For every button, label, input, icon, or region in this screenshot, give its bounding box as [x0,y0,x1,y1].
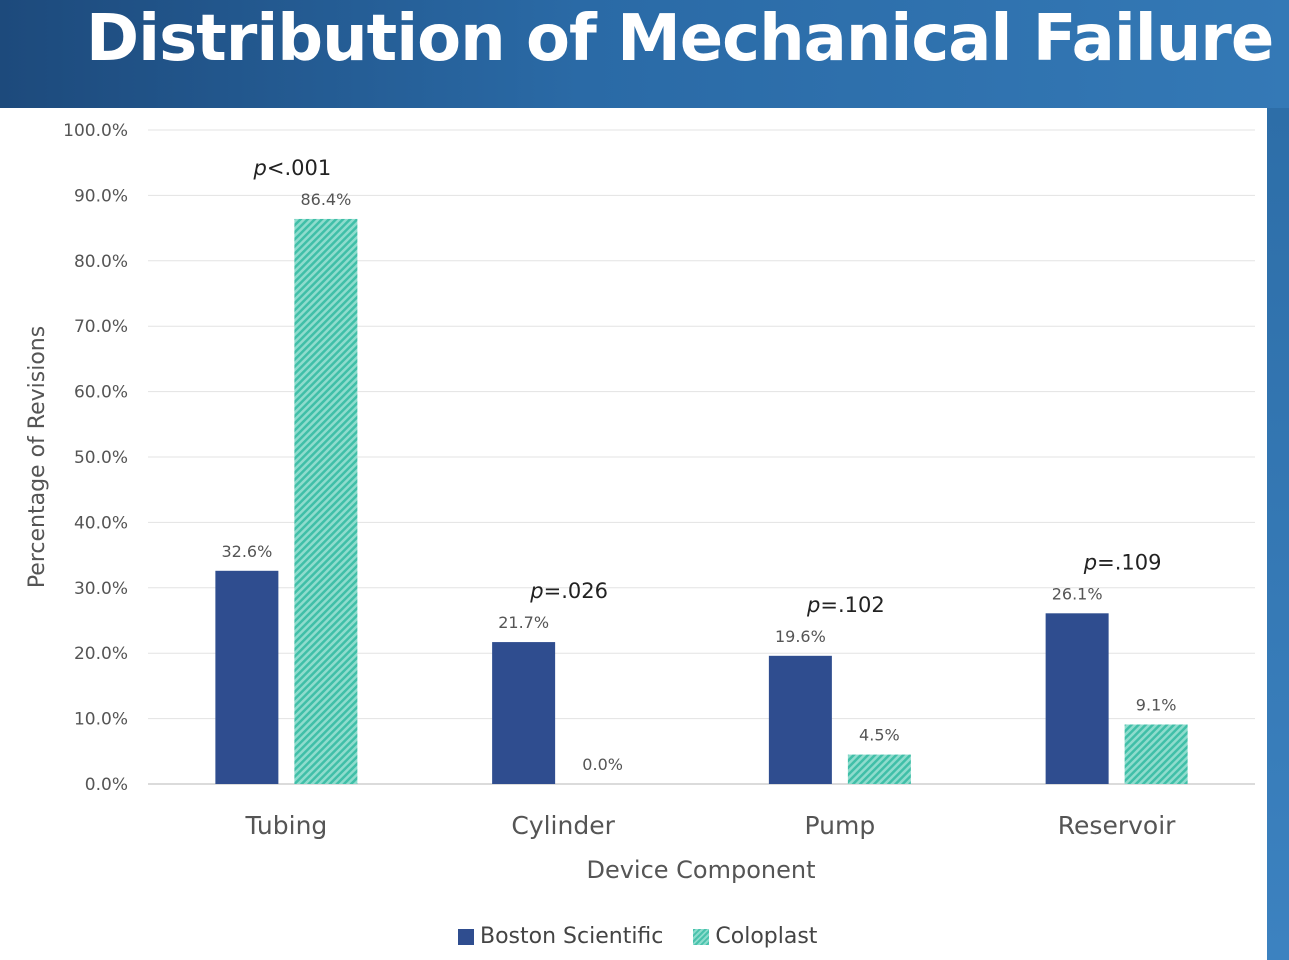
y-tick-label: 60.0% [74,383,128,403]
data-label: 26.1% [1052,584,1103,603]
bar [847,754,911,784]
p-value-annotation: p=.026 [529,579,608,603]
p-value: <.001 [267,156,331,180]
chart-title: Distribution of Mechanical Failure [86,2,1274,76]
p-symbol: p [1083,550,1097,574]
legend-item-coloplast: Coloplast [693,924,817,949]
p-symbol: p [806,593,820,617]
legend-item-boston-scientific: Boston Scientific [458,924,663,949]
legend-swatch-boston-scientific [458,928,474,945]
y-tick-label: 30.0% [74,579,128,599]
bar [294,218,358,785]
data-label: 86.4% [300,190,351,209]
legend: Boston Scientific Coloplast [458,924,847,949]
y-axis-ticks: 0.0% 10.0% 20.0% 30.0% 40.0% 50.0% 60.0% 70.0% 8… [63,121,128,795]
bar [215,570,279,784]
y-tick-label: 20.0% [74,644,128,664]
y-tick-label: 50.0% [74,448,128,468]
y-tick-label: 0.0% [85,775,128,795]
bar [768,655,832,784]
y-tick-label: 80.0% [74,252,128,272]
p-value-annotation: p=.109 [1083,550,1162,574]
bar [1045,613,1109,784]
data-labels: 32.6%86.4%p<.00121.7%0.0%p=.02619.6%4.5%… [221,156,1176,774]
data-label: 21.7% [498,613,549,632]
bar-chart: 0.0% 10.0% 20.0% 30.0% 40.0% 50.0% 60.0% 70.0% 8… [25,121,1255,884]
data-label: 4.5% [859,726,900,745]
y-tick-label: 10.0% [74,710,128,730]
data-label: 9.1% [1136,695,1177,714]
y-tick-label: 100.0% [63,121,128,141]
slide-edge-decoration [1267,108,1289,960]
p-value: =.109 [1097,550,1161,574]
x-tick-label: Cylinder [511,811,615,840]
y-tick-label: 70.0% [74,317,128,337]
x-tick-label: Reservoir [1058,811,1176,840]
x-tick-label: Tubing [244,811,327,840]
x-tick-label: Pump [805,811,876,840]
legend-label-coloplast: Coloplast [715,924,818,949]
p-symbol: p [253,156,267,180]
p-value-annotation: p<.001 [253,156,332,180]
y-tick-label: 40.0% [74,513,128,533]
bars [215,218,1188,785]
legend-swatch-coloplast [693,928,710,945]
y-axis-label: Percentage of Revisions [25,326,50,588]
p-value-annotation: p=.102 [806,593,885,617]
bar [492,642,556,784]
x-axis-label: Device Component [586,856,815,884]
data-label: 19.6% [775,627,826,646]
p-value: =.102 [820,593,884,617]
bar [1124,724,1188,784]
data-label: 0.0% [582,755,623,774]
title-bar: Distribution of Mechanical Failure [0,0,1289,108]
y-tick-label: 90.0% [74,186,128,206]
x-axis-ticks: Tubing Cylinder Pump Reservoir [244,811,1176,840]
data-label: 32.6% [221,542,272,561]
legend-label-boston-scientific: Boston Scientific [480,924,664,949]
p-value: =.026 [544,579,608,603]
p-symbol: p [529,579,543,603]
